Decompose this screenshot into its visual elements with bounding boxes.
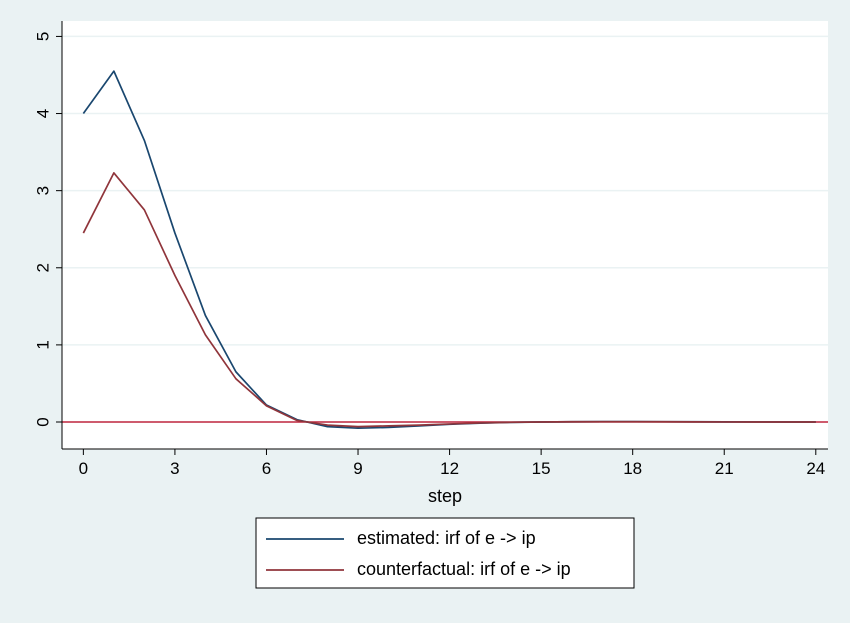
x-tick-label: 3 bbox=[170, 459, 179, 478]
x-tick-label: 12 bbox=[440, 459, 459, 478]
y-tick-label: 4 bbox=[33, 109, 52, 118]
series-group bbox=[82, 70, 816, 430]
x-tick-label: 21 bbox=[715, 459, 734, 478]
y-tick-label: 0 bbox=[33, 417, 52, 426]
y-tick-label: 3 bbox=[33, 186, 52, 195]
legend: estimated: irf of e -> ip counterfactual:… bbox=[255, 517, 635, 589]
x-tick-label: 6 bbox=[262, 459, 271, 478]
plot-area bbox=[62, 21, 828, 449]
x-axis-title: step bbox=[428, 486, 462, 506]
x-tick-label: 15 bbox=[532, 459, 551, 478]
x-tick-label: 0 bbox=[79, 459, 88, 478]
y-tick-label: 5 bbox=[33, 32, 52, 41]
legend-box bbox=[255, 517, 635, 589]
y-tick-label: 1 bbox=[33, 340, 52, 349]
x-tick-label: 18 bbox=[623, 459, 642, 478]
y-tick-label: 2 bbox=[33, 263, 52, 272]
x-tick-label: 24 bbox=[806, 459, 825, 478]
legend-label: estimated: irf of e -> ip bbox=[357, 528, 536, 548]
series-line-counterfactual bbox=[82, 172, 816, 428]
x-tick-label: 9 bbox=[353, 459, 362, 478]
legend-label: counterfactual: irf of e -> ip bbox=[357, 559, 571, 579]
